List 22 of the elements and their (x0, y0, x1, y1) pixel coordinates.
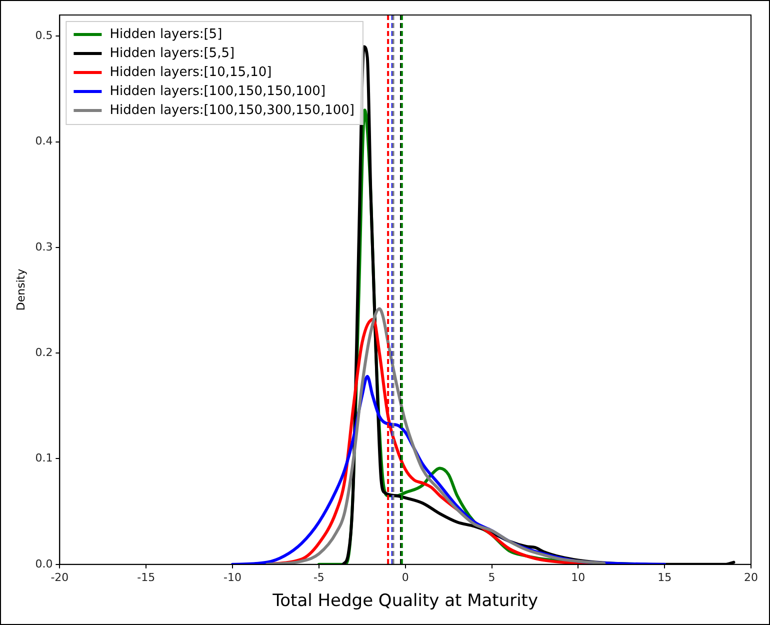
legend-label: Hidden layers:[5,5] (110, 46, 235, 61)
legend-label: Hidden layers:[100,150,300,150,100] (110, 102, 354, 118)
x-tick-label: -15 (137, 570, 156, 584)
x-tick-label: 20 (744, 570, 758, 584)
y-tick-label: 0.3 (35, 240, 53, 254)
x-tick-label: 15 (658, 570, 672, 584)
x-tick-label: -10 (224, 570, 242, 584)
x-tick-label: -20 (50, 570, 69, 584)
legend-label: Hidden layers:[100,150,150,100] (110, 84, 326, 99)
y-tick-label: 0.5 (35, 28, 53, 42)
x-tick-label: -5 (313, 570, 324, 584)
x-tick-label: 10 (571, 570, 586, 584)
legend-label: Hidden layers:[10,15,10] (110, 64, 272, 80)
x-axis-title: Total Hedge Quality at Maturity (272, 591, 538, 612)
y-axis-title: Density (14, 268, 28, 311)
y-tick-label: 0.4 (35, 134, 53, 148)
legend-label: Hidden layers:[5] (110, 26, 222, 42)
x-tick-label: 0 (402, 570, 409, 584)
y-tick-label: 0.1 (35, 452, 53, 465)
x-tick-label: 5 (488, 570, 496, 584)
y-tick-label: 0.0 (35, 557, 53, 570)
y-tick-label: 0.2 (35, 346, 53, 359)
